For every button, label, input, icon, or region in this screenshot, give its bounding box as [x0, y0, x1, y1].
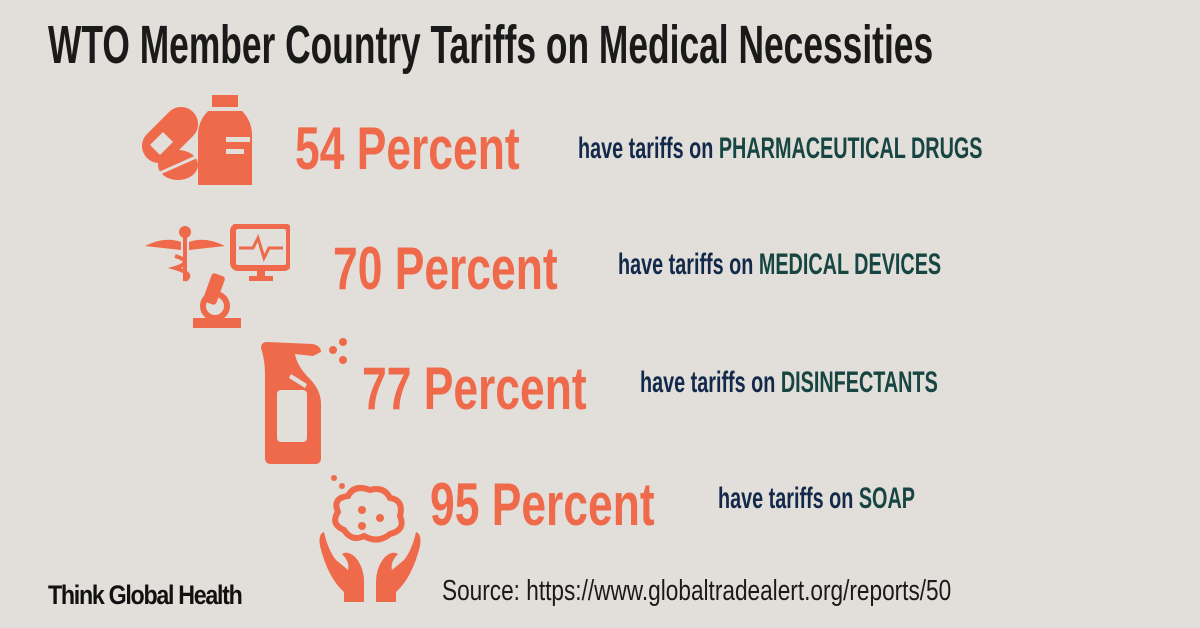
- desc-lead: have tariffs on: [640, 366, 776, 399]
- source-citation: Source: https://www.globaltradealert.org…: [442, 575, 952, 607]
- soap-hands-icon: [319, 475, 421, 602]
- desc-lead: have tariffs on: [718, 482, 854, 515]
- desc-pharmaceutical: have tariffs on PHARMACEUTICAL DRUGS: [578, 132, 982, 166]
- desc-lead: have tariffs on: [618, 248, 754, 281]
- category-label: PHARMACEUTICAL DRUGS: [718, 132, 983, 165]
- desc-disinfectants: have tariffs on DISINFECTANTS: [640, 366, 938, 400]
- category-label: DISINFECTANTS: [780, 366, 938, 399]
- category-label: SOAP: [858, 482, 915, 515]
- percent-medical-devices: 70 Percent: [333, 235, 558, 302]
- percent-pharmaceutical: 54 Percent: [295, 115, 520, 182]
- spray-bottle-icon: [261, 338, 347, 464]
- desc-soap: have tariffs on SOAP: [718, 482, 915, 516]
- percent-soap: 95 Percent: [430, 471, 655, 538]
- think-global-health-logo: Think Global Health: [48, 580, 243, 610]
- percent-disinfectants: 77 Percent: [362, 355, 587, 422]
- category-label: MEDICAL DEVICES: [758, 248, 942, 281]
- desc-lead: have tariffs on: [578, 132, 714, 165]
- page-title: WTO Member Country Tariffs on Medical Ne…: [48, 15, 934, 75]
- caduceus-monitor-microscope-icon: [145, 224, 290, 328]
- pills-bottle-icon: [141, 95, 252, 185]
- desc-medical-devices: have tariffs on MEDICAL DEVICES: [618, 248, 941, 282]
